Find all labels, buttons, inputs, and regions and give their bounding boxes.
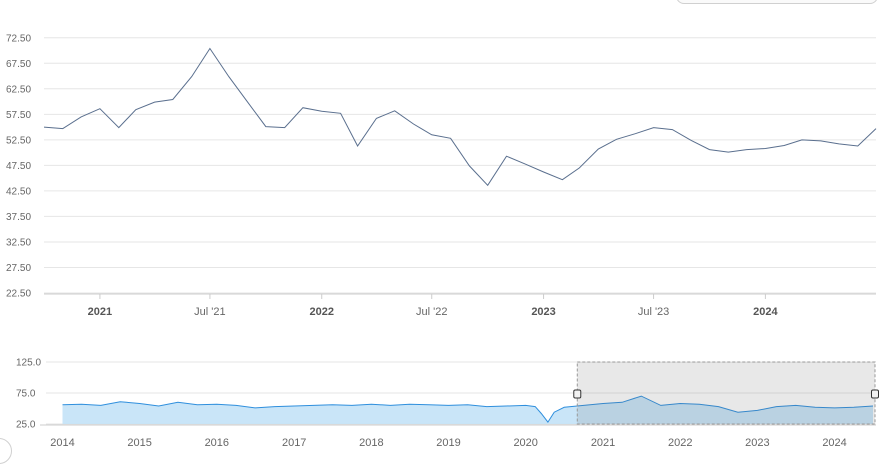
navigator-y-tick-label: 125.0 [16,358,41,369]
main-y-tick-label: 27.50 [6,263,31,274]
main-plot-gridlines [44,38,876,294]
navigator-x-tick-label: 2021 [591,437,615,449]
main-y-tick-label: 57.50 [6,110,31,121]
navigator-x-tick-label: 2016 [205,437,229,449]
navigator-y-tick-label: 75.0 [16,389,36,400]
navigator-x-tick-label: 2024 [822,437,846,449]
main-y-tick-label: 47.50 [6,161,31,172]
navigator-selection[interactable] [574,362,879,424]
navigator-left-handle[interactable] [574,390,581,398]
main-y-tick-label: 67.50 [6,59,31,70]
navigator-x-axis-labels: 2014 2015 2016 2017 2018 2019 2020 2021 2022 2023… [40,425,876,449]
navigator-x-tick-label: 2014 [50,437,74,449]
main-y-tick-label: 32.50 [6,237,31,248]
main-x-tick-label: 2024 [753,306,778,318]
navigator-right-handle[interactable] [872,390,879,398]
main-x-tick-label: Jul '22 [416,306,447,318]
navigator-x-tick-label: 2019 [436,437,460,449]
main-x-tick-label: 2021 [88,306,112,318]
navigator-x-tick-label: 2022 [668,437,692,449]
main-y-tick-label: 42.50 [6,186,31,197]
main-price-line [44,48,876,185]
main-y-tick-label: 72.50 [6,33,31,44]
main-x-tick-label: 2023 [531,306,555,318]
main-y-axis-labels: 72.50 67.50 62.50 57.50 52.50 47.50 42.50 37.50… [6,33,31,299]
navigator-y-axis-labels: 125.0 75.0 25.0 [16,358,41,431]
navigator-x-tick-label: 2017 [282,437,306,449]
stock-chart: 72.50 67.50 62.50 57.50 52.50 47.50 42.50 37.50… [0,0,894,450]
main-x-tick-label: Jul '21 [194,306,225,318]
main-y-tick-label: 37.50 [6,212,31,223]
price-series-line [44,49,876,186]
navigator-x-tick-label: 2015 [127,437,151,449]
main-x-tick-label: Jul '23 [638,306,669,318]
main-y-tick-label: 62.50 [6,84,31,95]
navigator-x-tick-label: 2023 [745,437,769,449]
navigator-x-tick-label: 2020 [513,437,537,449]
main-y-tick-label: 52.50 [6,135,31,146]
navigator-x-tick-label: 2018 [359,437,383,449]
main-x-axis-labels: 2021 Jul '21 2022 Jul '22 2023 Jul '23 2024 [88,294,779,318]
main-x-tick-label: 2022 [309,306,333,318]
navigator-selected-range[interactable] [577,362,875,424]
main-y-tick-label: 22.50 [6,289,31,300]
navigator-y-tick-label: 25.0 [16,420,36,431]
